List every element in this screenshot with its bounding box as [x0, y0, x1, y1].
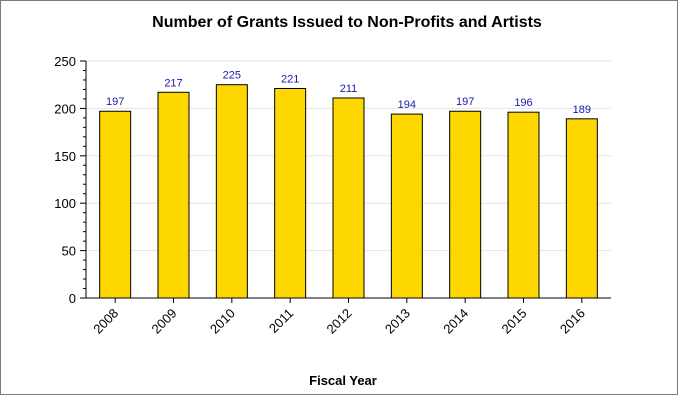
x-tick-label-2011: 2011	[266, 306, 296, 336]
y-tick-label: 150	[54, 149, 76, 164]
data-label-2010: 225	[223, 70, 241, 82]
chart-title: Number of Grants Issued to Non-Profits a…	[152, 14, 542, 31]
x-tick-label-2008: 2008	[90, 306, 121, 337]
data-label-2011: 221	[281, 73, 299, 85]
x-tick-label-2010: 2010	[207, 306, 238, 337]
y-tick-label: 50	[62, 244, 76, 259]
bar-2014	[449, 110, 482, 299]
x-tick-label-2012: 2012	[324, 306, 355, 337]
bar-2015	[507, 111, 540, 299]
x-tick-label-2013: 2013	[382, 306, 413, 337]
bar-2011	[274, 87, 307, 299]
bar-2008	[99, 110, 132, 299]
data-label-2016: 189	[573, 104, 591, 116]
x-tick-label-2016: 2016	[557, 306, 588, 337]
x-tick-label-2009: 2009	[149, 306, 180, 337]
data-label-2015: 196	[514, 97, 532, 109]
x-tick-label-2014: 2014	[440, 306, 471, 337]
data-label-2009: 217	[164, 77, 182, 89]
y-tick-label: 0	[69, 291, 76, 306]
x-axis-title: Fiscal Year	[309, 373, 377, 388]
data-label-2013: 194	[398, 99, 416, 111]
bar-2016	[565, 118, 598, 299]
data-label-2012: 211	[340, 83, 358, 95]
data-label-2008: 197	[106, 96, 124, 108]
x-tick-label-2015: 2015	[499, 306, 530, 337]
bar-2013	[390, 113, 423, 299]
bar-2009	[157, 91, 190, 299]
bar-2012	[332, 97, 365, 299]
data-labels: 197 217 225 221 211 194 197 196 189	[106, 70, 591, 116]
bar-2010	[215, 84, 248, 299]
y-tick-label: 100	[54, 196, 76, 211]
y-tick-label: 200	[54, 101, 76, 116]
data-label-2014: 197	[456, 96, 474, 108]
bars	[99, 84, 598, 299]
y-tick-label: 250	[54, 54, 76, 69]
